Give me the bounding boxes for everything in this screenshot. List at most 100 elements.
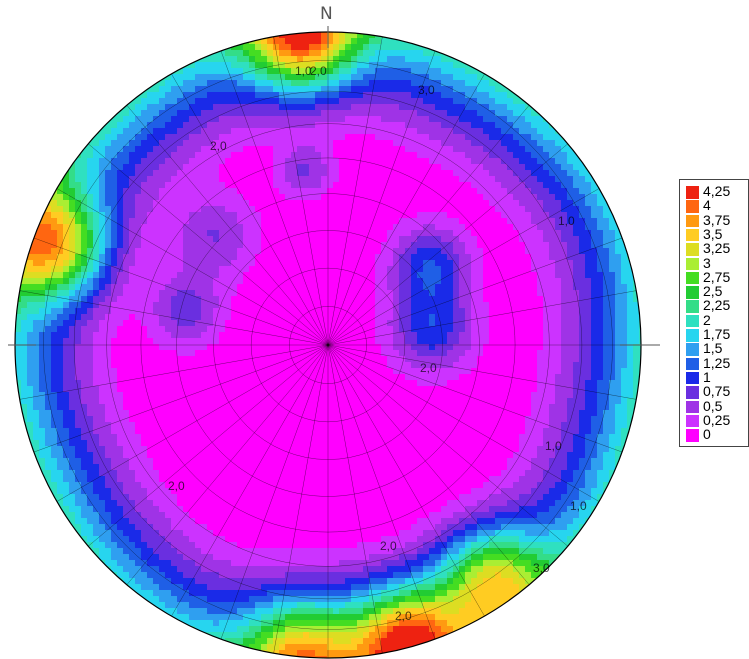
density-cell xyxy=(519,230,526,237)
density-cell xyxy=(273,182,280,189)
density-cell xyxy=(525,290,532,297)
density-cell xyxy=(339,182,346,189)
density-cell xyxy=(279,200,286,207)
density-cell xyxy=(33,260,40,267)
density-cell xyxy=(465,308,472,315)
density-cell xyxy=(99,68,106,75)
density-cell xyxy=(471,218,478,225)
density-cell xyxy=(21,230,28,237)
density-cell xyxy=(537,266,544,273)
density-cell xyxy=(177,38,184,45)
density-cell xyxy=(369,86,376,93)
density-cell xyxy=(183,308,190,315)
density-cell xyxy=(267,122,274,129)
density-cell xyxy=(393,122,400,129)
density-cell xyxy=(285,266,292,273)
density-cell xyxy=(627,188,634,195)
density-cell xyxy=(471,116,478,123)
density-cell xyxy=(189,68,196,75)
density-cell xyxy=(141,236,148,243)
density-cell xyxy=(309,146,316,153)
density-cell xyxy=(387,296,394,303)
density-cell xyxy=(255,158,262,165)
density-cell xyxy=(351,80,358,87)
density-cell xyxy=(21,200,28,207)
density-cell xyxy=(555,278,562,285)
density-cell xyxy=(321,248,328,255)
density-cell xyxy=(261,284,268,291)
density-cell xyxy=(603,56,610,63)
density-cell xyxy=(627,296,634,303)
density-cell xyxy=(261,242,268,249)
density-cell xyxy=(381,92,388,99)
density-cell xyxy=(171,206,178,213)
density-cell xyxy=(417,230,424,237)
density-cell xyxy=(99,116,106,123)
density-cell xyxy=(525,152,532,159)
density-cell xyxy=(393,80,400,87)
density-cell xyxy=(351,308,358,315)
density-cell xyxy=(279,116,286,123)
density-cell xyxy=(585,272,592,279)
density-cell xyxy=(537,176,544,183)
density-cell xyxy=(591,140,598,147)
density-cell xyxy=(135,128,142,135)
density-cell xyxy=(165,104,172,111)
density-cell xyxy=(639,242,641,249)
density-cell xyxy=(261,92,268,99)
density-cell xyxy=(627,140,634,147)
density-cell xyxy=(411,206,418,213)
density-cell xyxy=(579,122,586,129)
density-cell xyxy=(339,308,346,315)
density-cell xyxy=(543,224,550,231)
density-cell xyxy=(57,224,64,231)
density-cell xyxy=(51,272,58,279)
density-cell xyxy=(237,128,244,135)
density-cell xyxy=(201,188,208,195)
density-cell xyxy=(423,236,430,243)
density-cell xyxy=(27,110,34,117)
density-cell xyxy=(621,128,628,135)
density-cell xyxy=(237,152,244,159)
density-cell xyxy=(357,248,364,255)
density-cell xyxy=(303,104,310,111)
density-cell xyxy=(387,62,394,69)
density-cell xyxy=(513,194,520,201)
density-cell xyxy=(387,212,394,219)
density-cell xyxy=(87,194,94,201)
density-cell xyxy=(627,224,634,231)
density-cell xyxy=(381,98,388,105)
density-cell xyxy=(621,62,628,69)
density-cell xyxy=(153,140,160,147)
density-cell xyxy=(609,38,616,45)
density-cell xyxy=(291,56,298,63)
density-cell xyxy=(429,260,436,267)
density-cell xyxy=(261,176,268,183)
density-cell xyxy=(273,152,280,159)
density-cell xyxy=(195,38,202,45)
density-cell xyxy=(81,98,88,105)
density-cell xyxy=(393,146,400,153)
density-cell xyxy=(285,74,292,81)
density-cell xyxy=(105,104,112,111)
density-cell xyxy=(615,248,622,255)
density-cell xyxy=(99,86,106,93)
density-cell xyxy=(321,146,328,153)
density-cell xyxy=(51,50,58,57)
density-cell xyxy=(39,236,46,243)
density-cell xyxy=(177,134,184,141)
density-cell xyxy=(573,284,580,291)
density-cell xyxy=(573,122,580,129)
density-cell xyxy=(453,218,460,225)
density-cell xyxy=(303,62,310,69)
density-cell xyxy=(345,200,352,207)
density-cell xyxy=(183,110,190,117)
density-cell xyxy=(543,242,550,249)
density-cell xyxy=(57,290,64,297)
density-cell xyxy=(171,230,178,237)
density-cell xyxy=(99,158,106,165)
density-cell xyxy=(621,38,628,45)
density-cell xyxy=(501,74,508,81)
density-cell xyxy=(207,188,214,195)
density-cell xyxy=(267,170,274,177)
